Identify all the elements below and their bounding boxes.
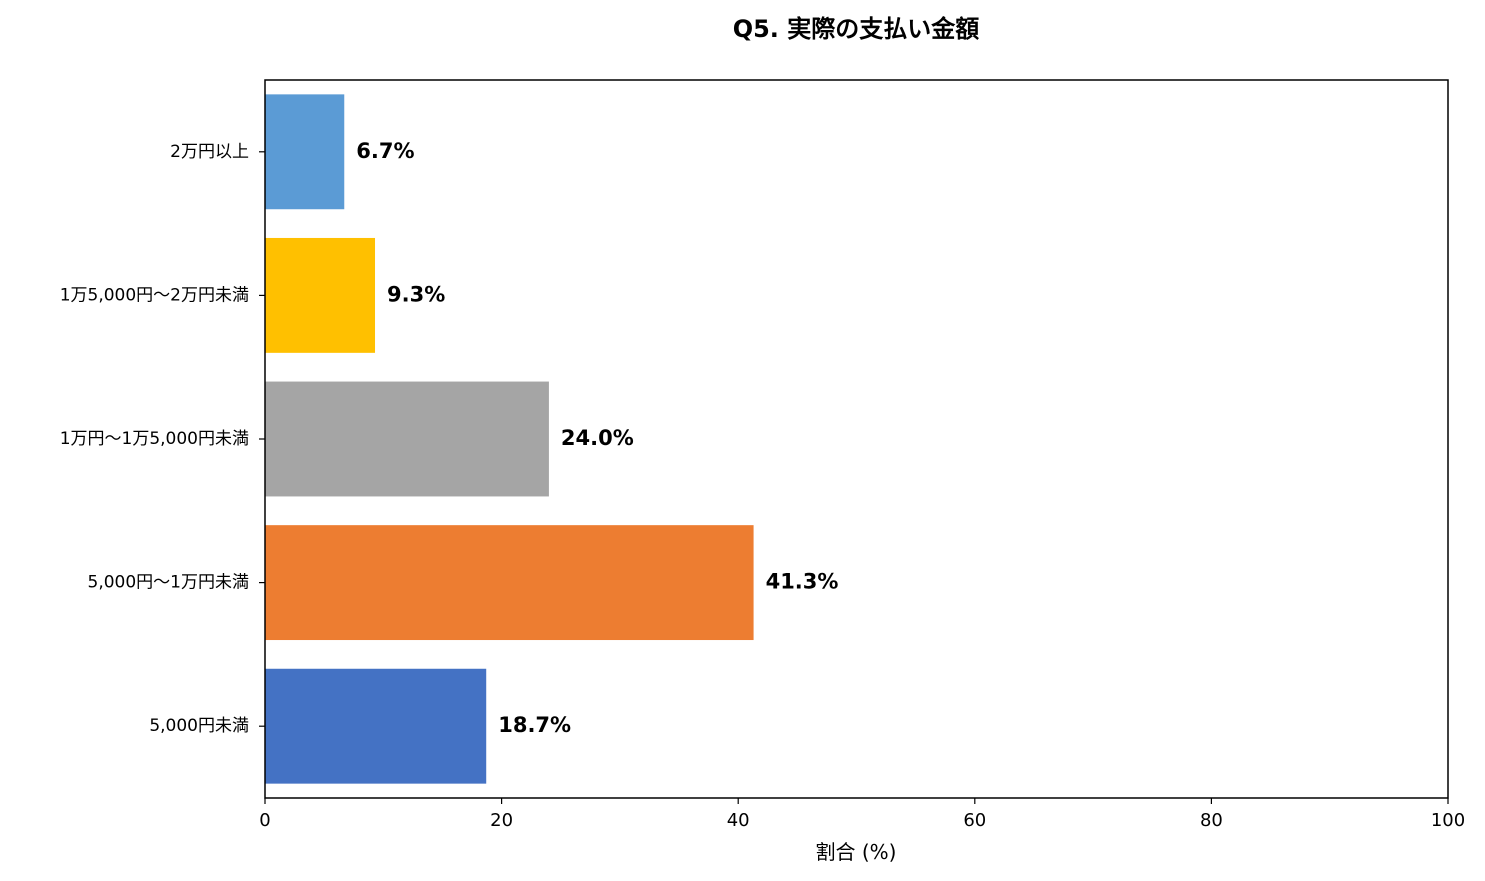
value-label-1: 9.3% <box>387 282 445 306</box>
value-labels-layer: 6.7% 9.3% 24.0% 41.3% 18.7% <box>356 139 838 737</box>
bar-4 <box>265 668 487 784</box>
x-axis: 0 20 40 60 80 100 <box>259 798 1465 831</box>
x-tick-label-2: 40 <box>727 810 750 831</box>
bar-1 <box>265 237 376 353</box>
value-label-3: 41.3% <box>766 570 839 594</box>
bar-0 <box>265 94 345 210</box>
category-label-1: 1万5,000円〜2万円未満 <box>60 285 249 305</box>
category-label-4: 5,000円未満 <box>149 716 249 736</box>
plot-frame <box>264 79 1449 799</box>
x-tick-label-1: 20 <box>490 810 513 831</box>
category-label-0: 2万円以上 <box>170 142 249 162</box>
x-tick-label-3: 60 <box>963 810 986 831</box>
x-tick-label-4: 80 <box>1200 810 1223 831</box>
bar-2 <box>265 381 549 497</box>
value-label-0: 6.7% <box>356 139 414 163</box>
bars-layer <box>265 94 754 784</box>
bar-3 <box>265 525 754 641</box>
x-tick-label-5: 100 <box>1431 810 1465 831</box>
value-label-4: 18.7% <box>498 713 571 737</box>
category-label-3: 5,000円〜1万円未満 <box>88 573 249 593</box>
chart-title: Q5. 実際の支払い金額 <box>733 15 980 43</box>
x-tick-label-0: 0 <box>259 810 270 831</box>
value-label-2: 24.0% <box>561 426 634 450</box>
category-label-2: 1万円〜1万5,000円未満 <box>60 429 249 449</box>
category-labels-layer: 2万円以上 1万5,000円〜2万円未満 1万円〜1万5,000円未満 5,000円〜… <box>60 142 265 736</box>
x-axis-label: 割合 (%) <box>816 840 897 864</box>
